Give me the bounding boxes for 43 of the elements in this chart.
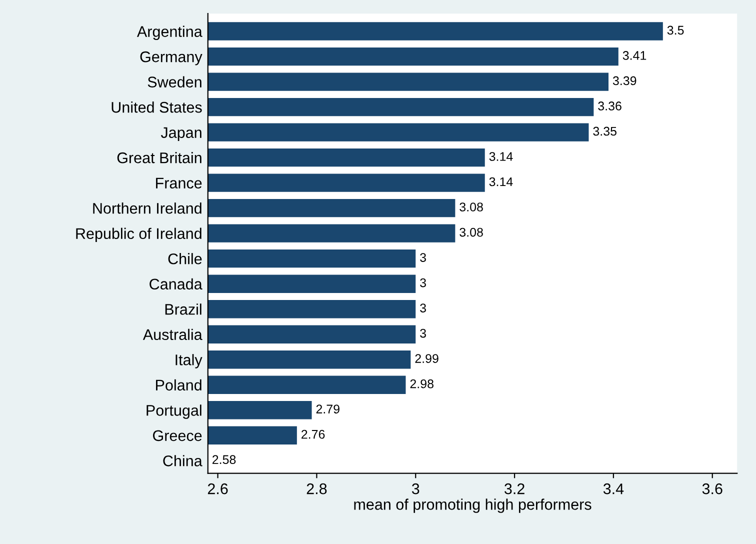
x-tick-label: 2.6 bbox=[208, 483, 228, 494]
x-tick-label: 3 bbox=[412, 483, 420, 494]
y-tick-label: Italy bbox=[176, 354, 202, 368]
data-label: 2.58 bbox=[212, 455, 236, 464]
y-tick-label: Chile bbox=[168, 253, 202, 264]
data-label: 3.14 bbox=[489, 177, 513, 186]
data-label: 3.36 bbox=[598, 102, 622, 110]
data-label: 2.99 bbox=[415, 354, 438, 363]
data-label: 3 bbox=[420, 304, 426, 312]
data-label: 2.98 bbox=[410, 379, 434, 388]
data-label: 3.41 bbox=[622, 51, 646, 60]
data-label: 3.5 bbox=[667, 26, 684, 35]
data-label: 3 bbox=[420, 328, 426, 338]
data-label: 3 bbox=[420, 253, 426, 262]
data-label: 3.39 bbox=[612, 76, 636, 86]
x-tick-label: 3.4 bbox=[603, 483, 624, 494]
y-tick-label: China bbox=[163, 455, 202, 466]
y-tick-label: Japan bbox=[160, 127, 202, 142]
data-label: 3.35 bbox=[593, 126, 616, 136]
y-tick-label: Great Britain bbox=[117, 152, 202, 164]
x-tick-label: 2.8 bbox=[306, 483, 327, 494]
x-tick-label: 3.2 bbox=[504, 483, 524, 494]
y-tick-label: Poland bbox=[156, 379, 202, 391]
x-tick-label: 3.6 bbox=[702, 483, 722, 494]
y-tick-label: Republic of Ireland bbox=[76, 228, 202, 242]
y-tick-label: France bbox=[156, 178, 202, 189]
y-tick-label: Northern Ireland bbox=[93, 202, 202, 214]
data-label: 2.76 bbox=[302, 430, 325, 439]
y-tick-label: Greece bbox=[153, 430, 202, 442]
y-tick-label: Australia bbox=[142, 328, 202, 340]
y-tick-label: Canada bbox=[150, 278, 202, 290]
data-label: 3.08 bbox=[460, 228, 483, 237]
y-tick-label: United States bbox=[112, 102, 202, 113]
y-tick-label: Brazil bbox=[165, 304, 202, 315]
y-tick-label: Argentina bbox=[136, 26, 202, 40]
data-label: 3.08 bbox=[460, 202, 483, 212]
data-label: 3 bbox=[420, 278, 426, 288]
y-tick-label: Germany bbox=[140, 51, 202, 66]
data-label: 3.14 bbox=[489, 152, 513, 161]
x-axis-title: mean of promoting high performers bbox=[354, 498, 592, 513]
data-label: 2.79 bbox=[316, 404, 340, 414]
y-tick-label: Sweden bbox=[148, 76, 202, 88]
y-tick-label: Portugal bbox=[146, 404, 202, 419]
